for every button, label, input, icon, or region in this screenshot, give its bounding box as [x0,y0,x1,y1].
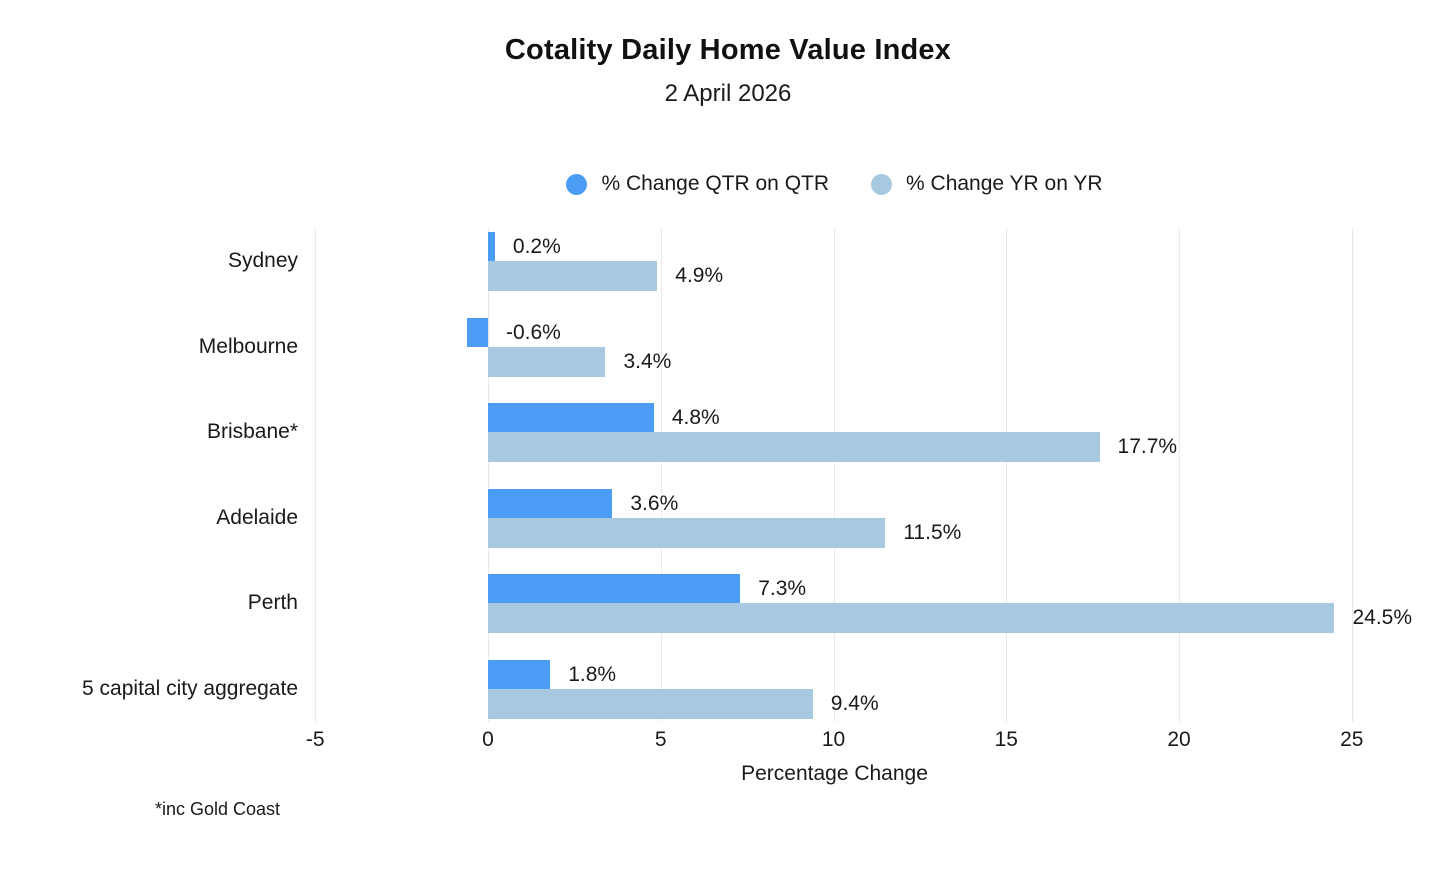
bar-yr-melbourne[interactable] [488,346,606,377]
footnote: *inc Gold Coast [155,799,281,819]
gridline [1179,228,1180,722]
bar-qtr-sydney[interactable] [488,232,495,261]
x-tick-label: 15 [994,728,1018,751]
gridline [488,228,489,722]
category-label-brisbane: Brisbane* [206,420,298,443]
category-label-sydney: Sydney [227,249,298,272]
chart-subtitle: 2 April 2026 [664,80,792,107]
value-label-yr-perth: 24.5% [1352,606,1413,629]
bar-yr-sydney[interactable] [488,261,658,291]
bar-qtr-perth[interactable] [488,574,741,603]
value-label-yr-5-capital-city-aggregate: 9.4% [830,691,879,715]
value-label-qtr-melbourne: -0.6% [506,320,561,344]
bar-qtr-5-capital-city-aggregate[interactable] [488,659,551,689]
x-axis-label: Percentage Change [741,762,928,785]
value-label-yr-sydney: 4.9% [675,264,724,287]
legend-label: % Change QTR on QTR [601,172,830,195]
x-tick-label: 20 [1167,728,1191,751]
gridline [660,228,662,722]
legend-item-qtr[interactable]: % Change QTR on QTR [566,172,829,196]
value-label-qtr-perth: 7.3% [758,577,807,600]
gridline [315,228,317,722]
gridline [833,228,835,722]
x-tick-label: 25 [1340,728,1364,751]
x-tick-label: -5 [305,728,325,751]
x-tick-label: 5 [654,728,667,751]
legend: % Change QTR on QTR % Change YR on YR [316,172,1353,196]
bar-yr-5-capital-city-aggregate[interactable] [488,688,813,719]
gridline [1006,228,1008,722]
bar-yr-brisbane[interactable] [488,432,1100,462]
value-label-qtr-sydney: 0.2% [512,235,561,258]
x-tick-label: 10 [821,728,846,751]
bar-qtr-adelaide[interactable] [488,488,613,518]
legend-label: % Change YR on YR [906,172,1103,195]
category-label-perth: Perth [247,591,298,614]
legend-swatch-icon [566,173,588,195]
value-label-qtr-5-capital-city-aggregate: 1.8% [568,662,617,686]
category-label-adelaide: Adelaide [216,505,298,529]
bar-qtr-brisbane[interactable] [488,403,654,432]
x-tick-label: 0 [482,728,494,751]
value-label-qtr-brisbane: 4.8% [671,406,720,429]
gridline [1351,228,1353,722]
legend-item-yr[interactable]: % Change YR on YR [871,172,1103,196]
category-label-5-capital-city-aggregate: 5 capital city aggregate [82,676,298,700]
value-label-yr-melbourne: 3.4% [623,349,672,373]
category-label-melbourne: Melbourne [198,334,298,358]
bar-qtr-melbourne[interactable] [467,317,488,347]
value-label-yr-brisbane: 17.7% [1117,435,1178,458]
value-label-qtr-adelaide: 3.6% [630,491,679,515]
legend-swatch-icon [871,173,893,195]
chart-title: Cotality Daily Home Value Index [504,34,952,66]
bar-yr-adelaide[interactable] [488,517,886,548]
bar-yr-perth[interactable] [488,603,1335,633]
value-label-yr-adelaide: 11.5% [903,520,962,544]
